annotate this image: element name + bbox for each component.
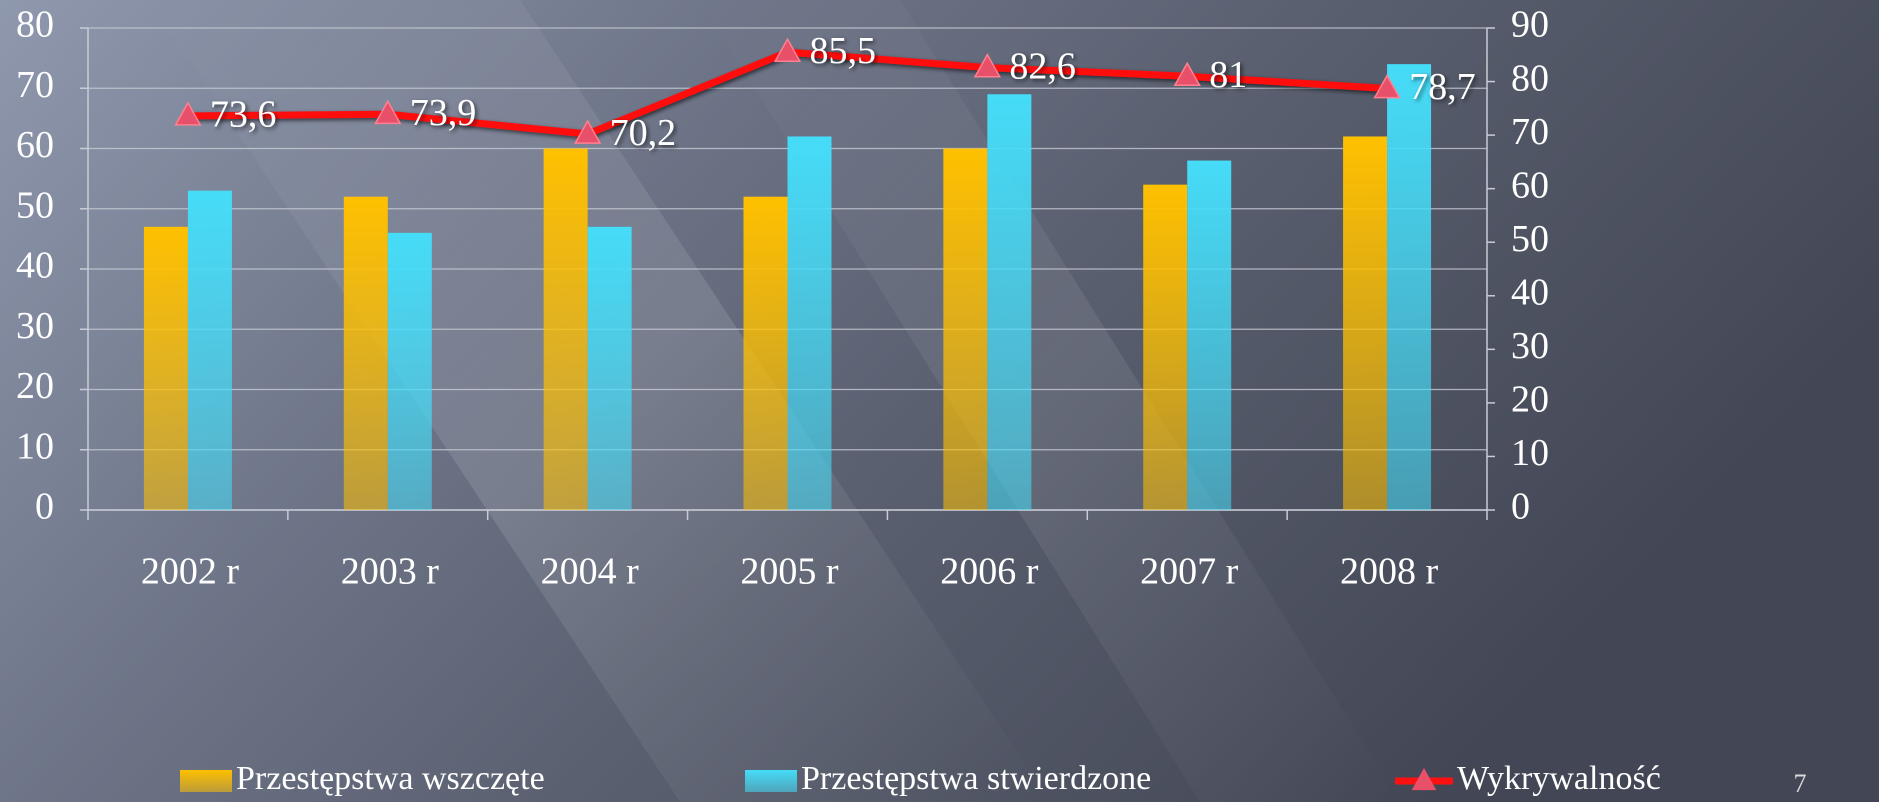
y-tick-label: 30: [16, 305, 54, 347]
bar: [943, 148, 988, 510]
data-label: 73,6: [210, 94, 277, 136]
bar: [387, 232, 432, 510]
bar: [743, 196, 788, 510]
y2-tick-label: 90: [1511, 4, 1549, 46]
bar: [587, 226, 632, 510]
slide-number: 7: [1794, 769, 1807, 798]
x-tick-label: 2002 r: [141, 551, 240, 593]
legend-label: Przestępstwa wszczęte: [236, 760, 545, 797]
legend-swatch: [745, 770, 797, 792]
bar: [143, 226, 188, 510]
y-tick-label: 50: [16, 184, 54, 226]
legend-label: Wykrywalność: [1457, 760, 1661, 797]
y-tick-label: 80: [16, 4, 54, 46]
background-streak: [700, 0, 1400, 802]
y-tick-label: 0: [35, 486, 54, 528]
y2-tick-label: 60: [1511, 164, 1549, 206]
data-label: 78,7: [1409, 66, 1476, 108]
line-marker: [1373, 73, 1401, 99]
line-marker: [973, 53, 1001, 78]
x-tick-label: 2005 r: [740, 551, 839, 593]
y2-tick-label: 0: [1511, 486, 1530, 528]
data-label: 85,5: [810, 30, 877, 72]
data-label: 70,2: [610, 112, 677, 154]
x-tick-label: 2007 r: [1140, 551, 1239, 593]
legend-label: Przestępstwa stwierdzone: [801, 760, 1151, 797]
x-tick-label: 2008 r: [1340, 551, 1439, 593]
data-label: 73,9: [410, 92, 477, 134]
line-marker: [773, 37, 802, 62]
x-tick-label: 2006 r: [940, 551, 1039, 593]
data-label: 81: [1209, 54, 1247, 96]
line-marker: [1173, 61, 1201, 87]
bar: [187, 190, 232, 511]
y-tick-label: 60: [16, 124, 54, 166]
y2-tick-label: 50: [1511, 218, 1549, 260]
y2-tick-label: 70: [1511, 111, 1549, 153]
bar: [1387, 64, 1432, 511]
y2-tick-label: 20: [1511, 379, 1549, 421]
bar: [343, 196, 388, 510]
y2-tick-label: 40: [1511, 271, 1549, 313]
legend-marker: [1411, 768, 1437, 791]
y2-tick-label: 80: [1511, 57, 1549, 99]
bar: [1343, 136, 1388, 510]
x-tick-label: 2004 r: [541, 551, 640, 593]
bar: [1187, 160, 1232, 511]
y-tick-label: 20: [16, 365, 54, 407]
y2-tick-label: 30: [1511, 325, 1549, 367]
y-tick-label: 10: [16, 425, 54, 467]
y-tick-label: 70: [16, 64, 54, 106]
line-marker: [174, 101, 202, 126]
x-tick-label: 2003 r: [341, 551, 440, 593]
y2-tick-label: 10: [1511, 432, 1549, 474]
bar: [787, 136, 832, 510]
bar: [543, 148, 588, 510]
line-marker: [574, 119, 602, 144]
bar: [1143, 184, 1188, 510]
y-tick-label: 40: [16, 245, 54, 287]
legend-swatch: [180, 770, 232, 792]
bar: [987, 94, 1032, 511]
line-marker: [374, 99, 402, 125]
data-label: 82,6: [1009, 45, 1076, 87]
